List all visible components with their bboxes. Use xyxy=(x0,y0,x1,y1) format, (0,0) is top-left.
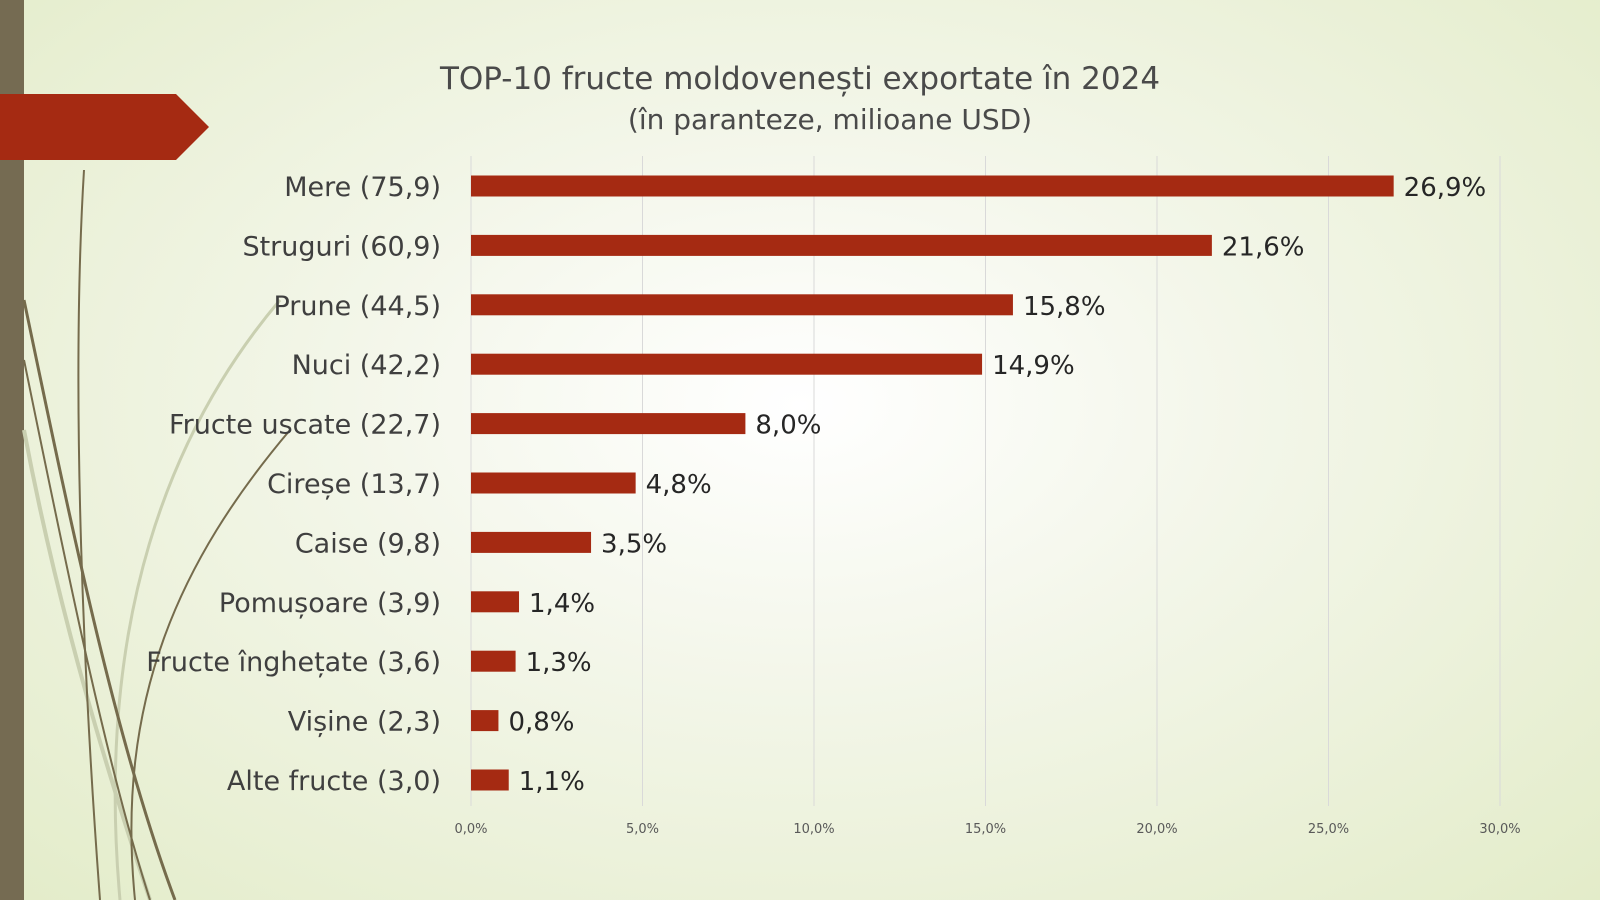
decorative-stem-2 xyxy=(22,299,177,900)
value-label: 15,8% xyxy=(1023,292,1106,322)
bar xyxy=(471,650,516,672)
bar xyxy=(471,591,520,613)
value-label: 21,6% xyxy=(1222,232,1305,262)
category-label: Nuci (42,2) xyxy=(292,350,441,381)
value-label: 1,1% xyxy=(519,767,585,797)
category-labels: Mere (75,9) Struguri (60,9) Prune (44,5) Nu… xyxy=(146,172,441,797)
category-label: Caise (9,8) xyxy=(295,528,441,559)
value-labels: 26,9% 21,6% 15,8% 14,9% 8,0% 4,8% 3,5%1,4% 1,3%… xyxy=(508,173,1486,797)
value-label: 26,9% xyxy=(1404,173,1487,203)
x-tick-label: 15,0% xyxy=(965,822,1006,837)
category-label: Mere (75,9) xyxy=(284,172,441,203)
bar xyxy=(471,531,592,553)
bar xyxy=(471,413,746,435)
bar xyxy=(471,234,1212,256)
category-label: Pomușoare (3,9) xyxy=(219,588,441,619)
x-tick-label: 20,0% xyxy=(1136,822,1177,837)
bar xyxy=(471,472,636,494)
value-label: 1,4% xyxy=(529,589,595,619)
bar xyxy=(471,353,983,375)
value-label: 4,8% xyxy=(646,470,712,500)
bar xyxy=(471,710,499,732)
bars xyxy=(471,175,1394,791)
value-label: 3,5% xyxy=(601,529,667,559)
value-label: 8,0% xyxy=(755,411,821,441)
x-tick-label: 5,0% xyxy=(626,822,659,837)
bar xyxy=(471,769,509,791)
decorative-stem-1 xyxy=(77,169,101,900)
x-tick-label: 0,0% xyxy=(454,822,487,837)
category-label: Fructe înghețate (3,6) xyxy=(146,647,441,678)
category-label: Fructe uscate (22,7) xyxy=(169,410,441,441)
category-label: Vișine (2,3) xyxy=(288,707,441,738)
value-label: 1,3% xyxy=(526,648,592,678)
x-axis-tick-labels: 0,0% 5,0% 10,0% 15,0% 20,0% 25,0% 30,0% xyxy=(454,822,1520,837)
value-label: 0,8% xyxy=(508,708,574,738)
chart-title: TOP-10 fructe moldovenești exportate în … xyxy=(439,61,1160,97)
x-tick-label: 30,0% xyxy=(1479,822,1520,837)
value-label: 14,9% xyxy=(992,351,1075,381)
x-tick-label: 25,0% xyxy=(1308,822,1349,837)
bar xyxy=(471,294,1013,316)
chart-subtitle: (în paranteze, milioane USD) xyxy=(628,103,1032,136)
category-label: Cireșe (13,7) xyxy=(267,469,441,500)
category-label: Alte fructe (3,0) xyxy=(227,766,441,797)
bar xyxy=(471,175,1394,197)
category-label: Prune (44,5) xyxy=(273,291,441,322)
category-label: Struguri (60,9) xyxy=(242,231,441,262)
decorative-stem-4 xyxy=(130,429,291,900)
x-tick-label: 10,0% xyxy=(793,822,834,837)
decorative-stem-light-2 xyxy=(22,429,152,900)
title-arrow-banner xyxy=(0,94,209,160)
